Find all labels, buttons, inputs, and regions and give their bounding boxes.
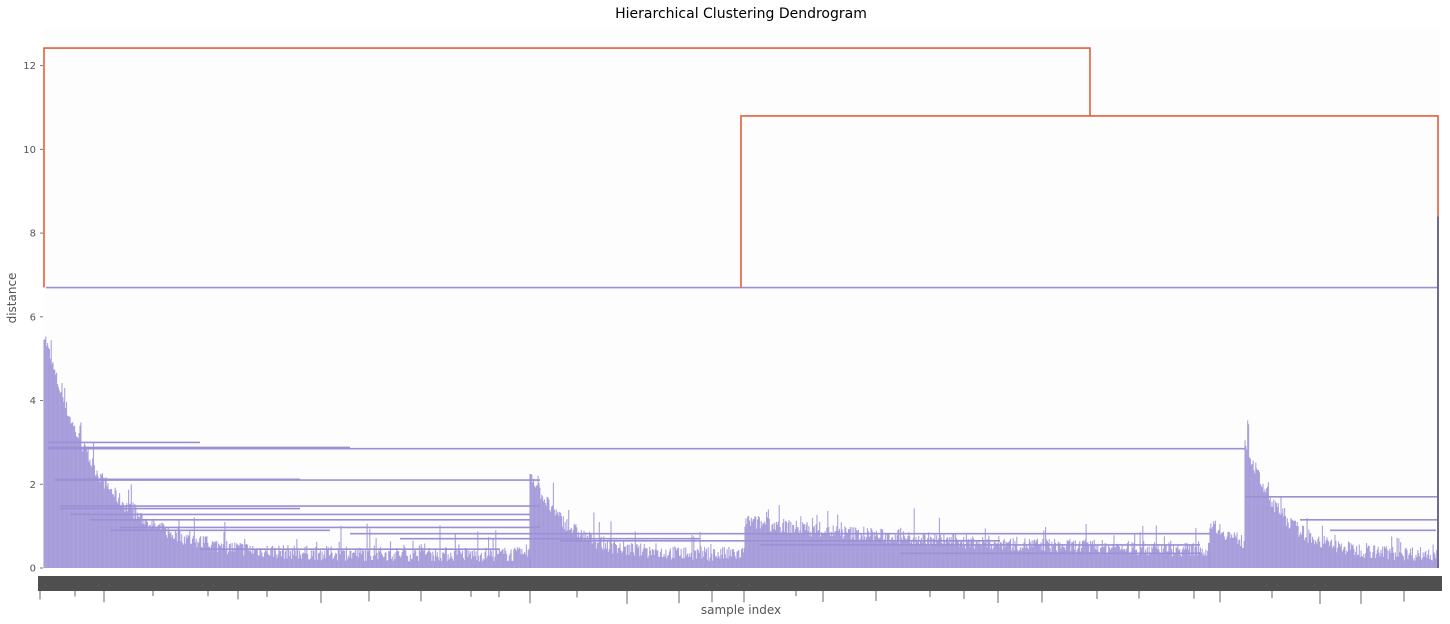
leaf-label-strip <box>38 576 1442 591</box>
y-tick-label: 2 <box>30 480 36 491</box>
cluster-fill-layer <box>43 336 1438 568</box>
leaf-labels <box>38 576 1442 604</box>
x-axis-label: sample index <box>701 603 781 617</box>
root-merge-link <box>43 47 1091 288</box>
chart-title: Hierarchical Clustering Dendrogram <box>615 6 867 22</box>
y-tick-label: 0 <box>30 564 36 575</box>
cluster-region-d <box>1209 520 1245 568</box>
cluster-region-e <box>1244 420 1438 568</box>
dendrogram-links <box>43 47 1439 568</box>
second-merge-link <box>740 115 1439 288</box>
cluster-region-a <box>43 336 531 568</box>
y-axis-label: distance <box>5 273 19 324</box>
y-tick-label: 4 <box>30 396 36 407</box>
y-tick-label: 10 <box>23 145 36 156</box>
y-axis-ticks: 0 2 4 6 8 10 12 <box>23 61 43 575</box>
y-tick-label: 12 <box>23 61 36 72</box>
plot-background <box>44 28 1440 568</box>
y-tick-label: 6 <box>30 312 36 323</box>
y-tick-label: 8 <box>30 229 36 240</box>
